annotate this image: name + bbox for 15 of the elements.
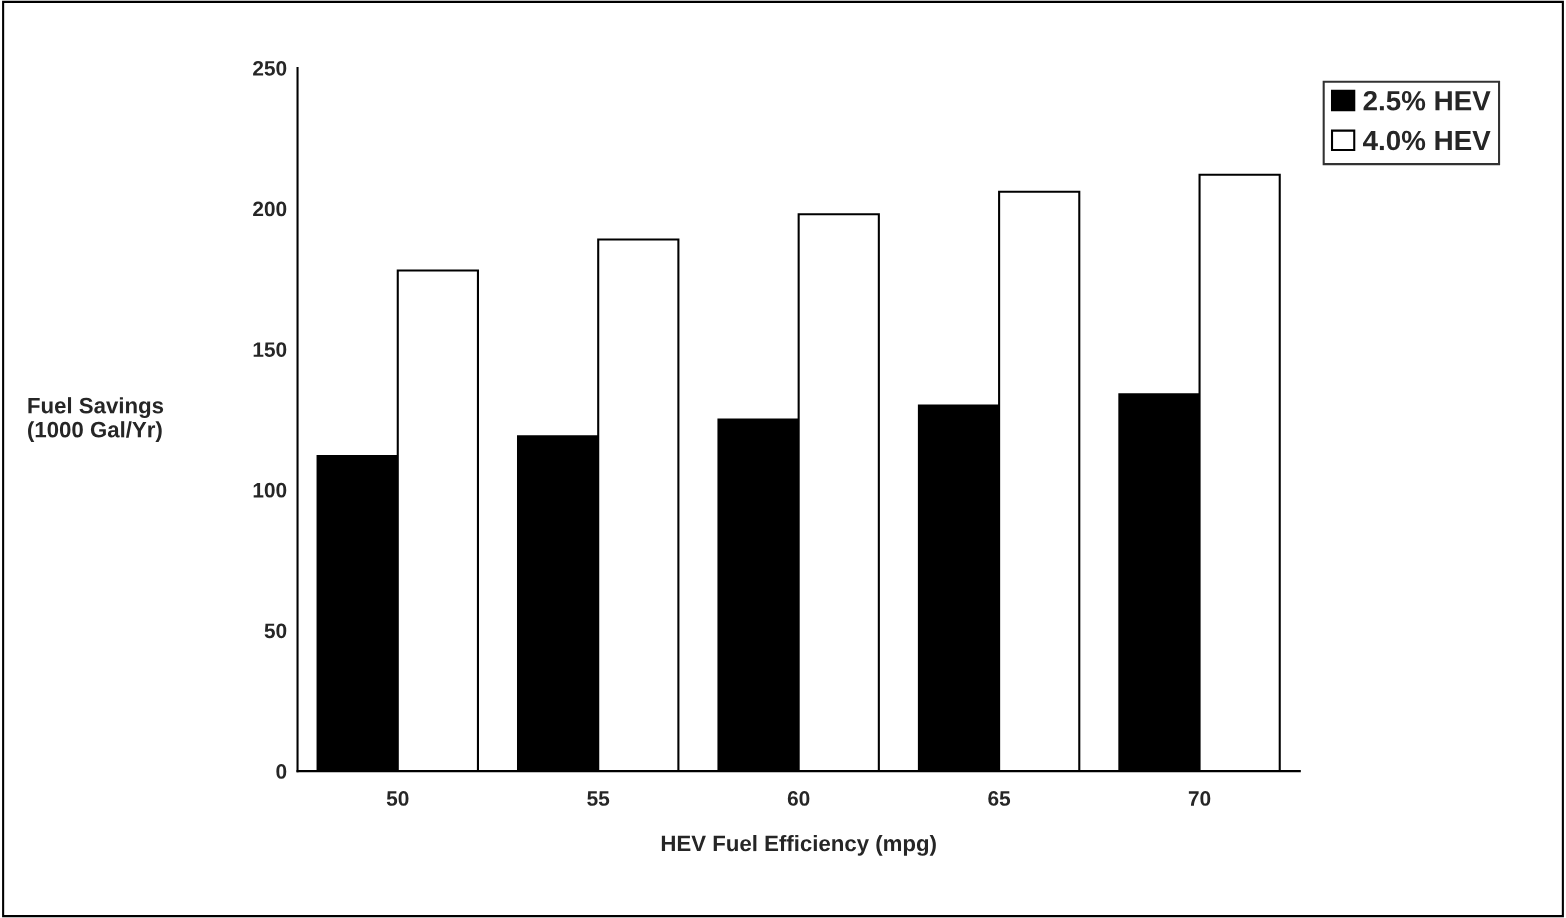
legend-label: 2.5% HEV — [1363, 90, 1491, 111]
y-tick-label: 50 — [264, 623, 287, 639]
x-tick-label: 65 — [988, 791, 1011, 806]
x-tick-label: 70 — [1188, 791, 1211, 806]
x-tick-label: 55 — [587, 791, 610, 806]
x-tick-label: 50 — [386, 791, 409, 806]
y-tick-label: 150 — [253, 342, 287, 357]
y-axis-title: Fuel Savings (1000 Gal/Yr) — [28, 397, 164, 442]
legend-label: 4.0% HEV — [1363, 130, 1491, 151]
y-tick-label: 100 — [253, 482, 287, 498]
y-tick-label: 250 — [253, 60, 287, 76]
x-axis-title: HEV Fuel Efficiency (mpg) — [661, 834, 936, 856]
y-tick-label: 0 — [276, 764, 287, 779]
x-tick-label: 60 — [787, 791, 810, 806]
y-tick-label: 200 — [253, 201, 287, 217]
